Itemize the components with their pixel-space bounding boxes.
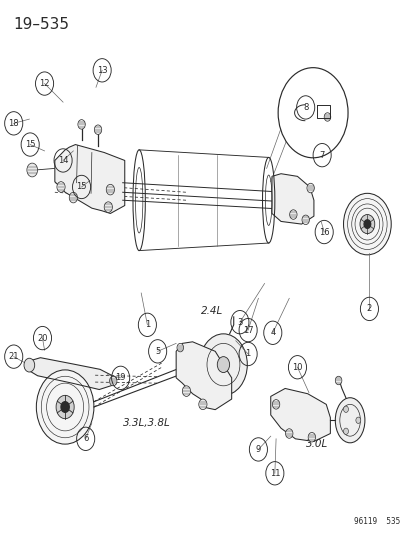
Polygon shape <box>271 174 313 224</box>
Text: 2.4L: 2.4L <box>200 306 223 316</box>
Circle shape <box>272 400 279 409</box>
Text: 12: 12 <box>39 79 50 88</box>
Text: 3.0L: 3.0L <box>305 439 327 449</box>
Circle shape <box>69 192 77 203</box>
Circle shape <box>106 184 114 195</box>
Text: 3: 3 <box>237 318 242 327</box>
Text: 7: 7 <box>319 151 324 160</box>
Circle shape <box>27 163 38 177</box>
Text: 6: 6 <box>83 434 88 443</box>
Circle shape <box>335 376 341 385</box>
Ellipse shape <box>335 398 364 443</box>
Circle shape <box>182 386 190 397</box>
Circle shape <box>78 119 85 129</box>
Circle shape <box>359 215 374 233</box>
Circle shape <box>61 402 69 413</box>
Text: 20: 20 <box>37 334 47 343</box>
Text: 15: 15 <box>25 140 36 149</box>
Text: 14: 14 <box>58 156 68 165</box>
Text: 10: 10 <box>292 363 302 372</box>
Text: 13: 13 <box>97 66 107 75</box>
Circle shape <box>24 358 35 372</box>
Circle shape <box>363 220 370 228</box>
Text: 1: 1 <box>245 350 250 359</box>
Text: 18: 18 <box>8 119 19 128</box>
Text: 5: 5 <box>154 347 160 356</box>
Circle shape <box>94 125 102 134</box>
Circle shape <box>306 183 313 193</box>
Circle shape <box>301 215 309 224</box>
Circle shape <box>36 370 94 444</box>
Circle shape <box>343 193 390 255</box>
Circle shape <box>343 406 348 413</box>
Text: 3.3L,3.8L: 3.3L,3.8L <box>122 418 170 427</box>
Polygon shape <box>55 144 124 214</box>
Circle shape <box>217 357 229 373</box>
Circle shape <box>323 113 330 121</box>
Circle shape <box>109 376 116 386</box>
Text: 21: 21 <box>8 352 19 361</box>
Circle shape <box>278 68 347 158</box>
Text: 15: 15 <box>76 182 87 191</box>
Circle shape <box>199 334 247 395</box>
Circle shape <box>104 202 112 213</box>
Circle shape <box>307 432 315 442</box>
Circle shape <box>176 343 183 352</box>
Circle shape <box>343 428 348 434</box>
Text: 4: 4 <box>270 328 275 337</box>
Text: 11: 11 <box>269 469 280 478</box>
Polygon shape <box>176 342 231 410</box>
Text: 17: 17 <box>242 326 253 335</box>
Circle shape <box>289 210 297 219</box>
Text: 16: 16 <box>318 228 329 237</box>
Text: 2: 2 <box>366 304 371 313</box>
Circle shape <box>355 417 360 423</box>
Circle shape <box>56 395 74 419</box>
Circle shape <box>285 429 292 438</box>
Text: 96119  535: 96119 535 <box>353 518 399 526</box>
Text: 1: 1 <box>145 320 150 329</box>
Text: 19: 19 <box>115 373 126 382</box>
Text: 19–535: 19–535 <box>14 17 69 33</box>
Polygon shape <box>270 389 330 441</box>
Polygon shape <box>25 358 116 390</box>
Circle shape <box>57 182 65 192</box>
Text: 9: 9 <box>255 445 261 454</box>
Text: 8: 8 <box>302 103 308 112</box>
Circle shape <box>198 399 206 410</box>
